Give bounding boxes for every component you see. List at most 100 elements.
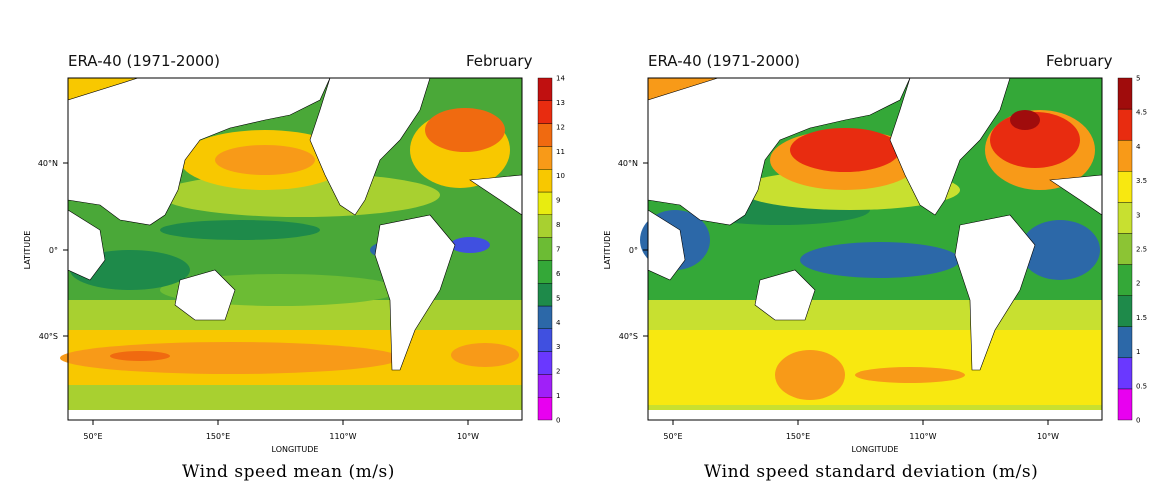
mean-so-core — [110, 351, 170, 361]
mean-so-max — [60, 342, 400, 374]
x-ticks: 50°E 150°E 110°W 10°W — [663, 420, 1059, 441]
xtick-150e: 150°E — [786, 432, 810, 441]
mean-caption: Wind speed mean (m/s) — [182, 462, 395, 482]
stddev-colorbar-tick-label: 3.5 — [1136, 177, 1147, 185]
stddev-colorbar-swatch-8 — [1117, 139, 1133, 172]
stddev-colorbar-swatch-1 — [1117, 357, 1133, 390]
sd-natl-max — [1010, 110, 1040, 130]
sd-atl-calm — [1020, 220, 1100, 280]
land-south-america — [954, 214, 1036, 371]
band-antarctic — [68, 385, 522, 410]
mean-map-svg: 50°E 150°E 110°W 10°W LONGITUDE 40°N 0° … — [23, 75, 565, 455]
stddev-colorbar-tick-label: 2.5 — [1136, 246, 1147, 254]
mean-npac-orange — [215, 145, 315, 175]
x-axis-label: LONGITUDE — [852, 445, 899, 454]
sd-ross-max — [775, 350, 845, 400]
ytick-40s: 40°S — [39, 332, 58, 341]
mean-colorbar-tick-label: 8 — [556, 221, 560, 229]
y-ticks: 40°N 0° 40°S — [38, 159, 68, 341]
dataset-title: ERA-40 (1971-2000) — [648, 52, 800, 70]
sd-pac-calm — [800, 242, 960, 278]
mean-colorbar-swatch-6 — [537, 260, 553, 284]
stddev-colorbar-tick-label: 4 — [1136, 143, 1141, 151]
land-eurasia — [647, 77, 911, 226]
stddev-colorbar-tick-label: 0.5 — [1136, 382, 1147, 390]
mean-colorbar-swatch-5 — [537, 283, 553, 307]
mean-colorbar-swatch-11 — [537, 146, 553, 170]
mean-colorbar-swatch-1 — [537, 374, 553, 398]
mean-atl-calm — [450, 237, 490, 253]
stddev-colorbar-tick-label: 2 — [1136, 280, 1140, 288]
stddev-colorbar-swatch-6 — [1117, 202, 1133, 234]
mean-colorbar-swatch-14 — [537, 77, 553, 101]
month-label: February — [466, 52, 533, 70]
stddev-colorbar-swatch-3 — [1117, 295, 1133, 327]
mean-panel: ERA-40 (1971-2000) February — [23, 52, 565, 482]
stddev-map-svg: 50°E 150°E 110°W 10°W LONGITUDE 40°N 0° … — [603, 75, 1147, 455]
dataset-title: ERA-40 (1971-2000) — [68, 52, 220, 70]
xtick-10w: 10°W — [1037, 432, 1059, 441]
stddev-colorbar-tick-label: 4.5 — [1136, 109, 1147, 117]
stddev-panel: ERA-40 (1971-2000) February — [580, 0, 1160, 500]
mean-colorbar-swatch-7 — [537, 237, 553, 261]
mean-colorbar-swatch-12 — [537, 123, 553, 147]
ytick-0: 0° — [49, 246, 58, 255]
mean-colorbar-swatch-4 — [537, 305, 553, 329]
band-south-lat — [648, 300, 1102, 330]
stddev-colorbar-swatch-4 — [1117, 264, 1133, 296]
x-axis-label: LONGITUDE — [272, 445, 319, 454]
mean-colorbar-tick-label: 0 — [556, 417, 560, 425]
x-ticks: 50°E 150°E 110°W 10°W — [83, 420, 479, 441]
land-antarctica — [68, 410, 522, 420]
xtick-50e: 50°E — [83, 432, 102, 441]
sd-so-max — [855, 367, 965, 383]
stddev-map — [640, 77, 1103, 421]
y-ticks: 40°N 0° 40°S — [618, 159, 648, 341]
stddev-colorbar-tick-label: 3 — [1136, 211, 1140, 219]
mean-colorbar-swatch-8 — [537, 214, 553, 238]
xtick-110w: 110°W — [329, 432, 356, 441]
mean-colorbar-tick-label: 14 — [556, 75, 565, 83]
mean-colorbar-tick-label: 7 — [556, 246, 560, 254]
mean-colorbar-tick-label: 5 — [556, 294, 560, 302]
land-australia — [174, 269, 236, 321]
xtick-110w: 110°W — [909, 432, 936, 441]
mean-colorbar-tick-label: 2 — [556, 368, 560, 376]
sd-natl-red — [990, 112, 1080, 168]
mean-colorbar-swatch-0 — [537, 397, 553, 421]
stddev-colorbar-tick-label: 1 — [1136, 348, 1140, 356]
ytick-40n: 40°N — [618, 159, 638, 168]
mean-colorbar-tick-label: 3 — [556, 343, 560, 351]
mean-colorbar-tick-label: 4 — [556, 319, 561, 327]
stddev-colorbar-swatch-0 — [1117, 388, 1133, 421]
mean-colorbar-tick-label: 12 — [556, 123, 565, 131]
mean-colorbar-tick-label: 9 — [556, 197, 560, 205]
mean-itcz — [160, 220, 320, 240]
mean-colorbar-swatch-2 — [537, 351, 553, 375]
map-frame — [67, 77, 523, 421]
land-australia — [754, 269, 816, 321]
land-north-america — [309, 77, 431, 216]
xtick-150e: 150°E — [206, 432, 230, 441]
stddev-colorbar-swatch-10 — [1117, 77, 1133, 110]
sd-npac-red — [790, 128, 900, 172]
stddev-caption: Wind speed standard deviation (m/s) — [704, 462, 1039, 482]
mean-natl-orange — [425, 108, 505, 152]
stddev-colorbar-swatch-9 — [1117, 108, 1133, 141]
mean-colorbar-swatch-13 — [537, 100, 553, 124]
mean-satl-max — [451, 343, 519, 367]
stddev-colorbar: 0 0.5 1 1.5 2 2.5 3 3.5 4 4.5 5 — [1117, 75, 1147, 425]
mean-colorbar-tick-label: 11 — [556, 148, 565, 156]
stddev-colorbar-swatch-2 — [1117, 326, 1133, 359]
y-axis-label: LATITUDE — [23, 231, 32, 270]
mean-colorbar-tick-label: 1 — [556, 392, 560, 400]
y-axis-label: LATITUDE — [603, 231, 612, 270]
land-eurasia — [67, 77, 331, 226]
stddev-colorbar-tick-label: 0 — [1136, 417, 1140, 425]
mean-colorbar-tick-label: 13 — [556, 99, 565, 107]
mean-colorbar-swatch-3 — [537, 328, 553, 352]
ytick-0: 0° — [629, 246, 638, 255]
month-label: February — [1046, 52, 1113, 70]
mean-colorbar-tick-label: 10 — [556, 172, 565, 180]
